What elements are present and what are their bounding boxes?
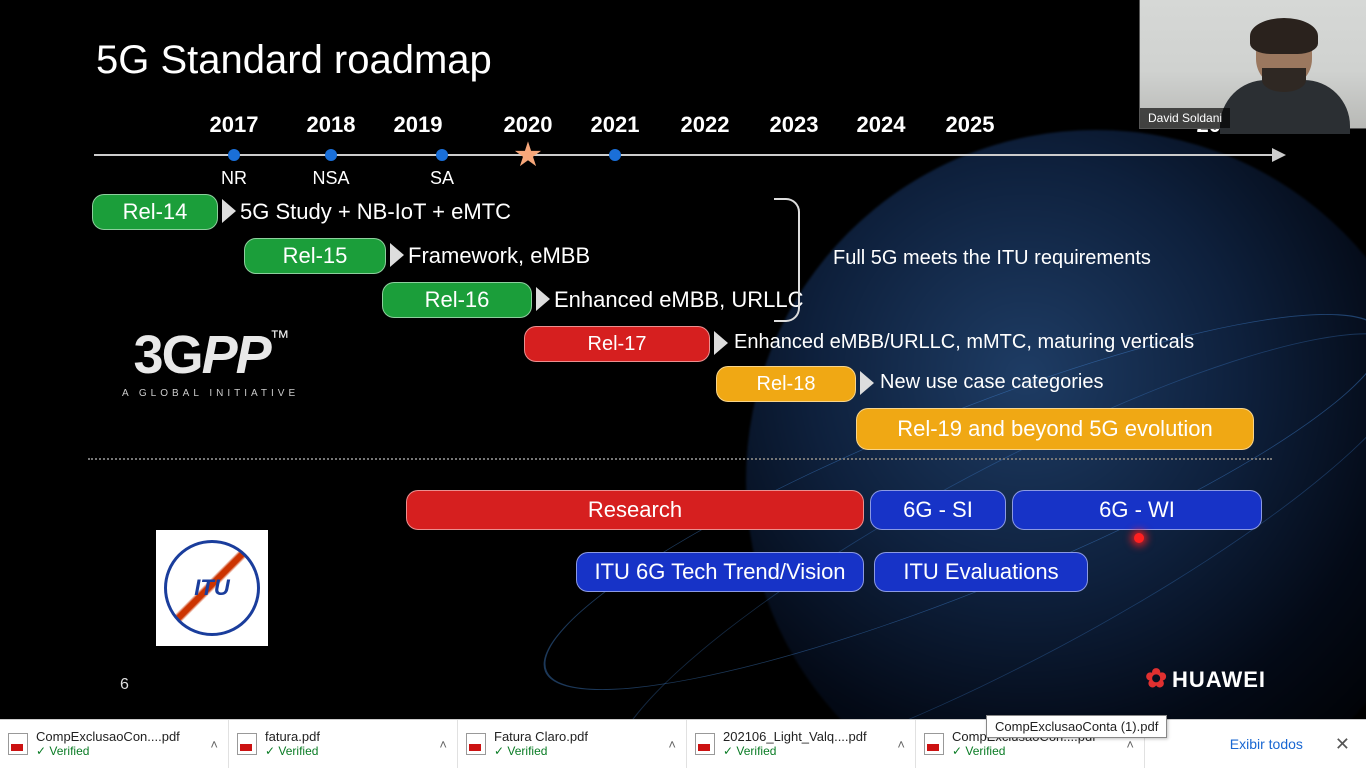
timeline-tick-dot — [609, 149, 621, 161]
chevron-up-icon[interactable]: ˄ — [1126, 737, 1134, 752]
roadmap-block: ITU 6G Tech Trend/Vision — [576, 552, 864, 592]
release-pill: Rel-14 — [92, 194, 218, 230]
page-number: 6 — [120, 676, 129, 694]
chevron-up-icon[interactable]: ˄ — [439, 737, 447, 752]
release-description: Framework, eMBB — [408, 243, 590, 269]
year-label: 2017 — [210, 112, 259, 138]
section-divider — [88, 458, 1272, 460]
webcam-person — [1212, 20, 1352, 128]
release-description: Enhanced eMBB/URLLC, mMTC, maturing vert… — [734, 331, 1194, 354]
release-pill: Rel-18 — [716, 366, 856, 402]
logo-3gpp: 3GPP™ A GLOBAL INITIATIVE — [122, 328, 299, 399]
roadmap-block: Research — [406, 490, 864, 530]
timeline-tick-label: SA — [430, 168, 454, 189]
download-item[interactable]: CompExclusaoCon....pdfVerified ˄ — [0, 720, 229, 768]
release-pill: Rel-16 — [382, 282, 532, 318]
show-all-downloads-button[interactable]: Exibir todos — [1214, 736, 1319, 752]
timeline-star-marker: ★ — [513, 138, 543, 172]
release-description: 5G Study + NB-IoT + eMTC — [240, 199, 511, 225]
pdf-icon — [695, 733, 715, 755]
bracket-label: Full 5G meets the ITU requirements — [833, 247, 1151, 270]
arrow-right-icon — [222, 199, 236, 223]
chevron-up-icon[interactable]: ˄ — [668, 737, 676, 752]
roadmap-block: 6G - SI — [870, 490, 1006, 530]
download-tooltip: CompExclusaoConta (1).pdf — [986, 715, 1167, 738]
year-label: 2018 — [307, 112, 356, 138]
timeline-tick-label: NR — [221, 168, 247, 189]
release-pill: Rel-17 — [524, 326, 710, 362]
timeline-tick-dot — [436, 149, 448, 161]
arrow-right-icon — [714, 331, 728, 355]
download-filename: CompExclusaoCon....pdf — [36, 730, 180, 745]
pdf-icon — [924, 733, 944, 755]
arrow-right-icon — [390, 243, 404, 267]
close-download-shelf-button[interactable]: ✕ — [1319, 734, 1366, 755]
timeline-tick-label: NSA — [312, 168, 349, 189]
download-status: Verified — [36, 745, 180, 759]
year-label: 2024 — [857, 112, 906, 138]
release-description: Enhanced eMBB, URLLC — [554, 287, 803, 313]
arrow-right-icon — [536, 287, 550, 311]
year-label: 2023 — [770, 112, 819, 138]
year-label: 2025 — [946, 112, 995, 138]
download-status: Verified — [494, 745, 588, 759]
arrow-right-icon — [860, 371, 874, 395]
webcam-overlay[interactable]: David Soldani — [1139, 0, 1366, 129]
pdf-icon — [8, 733, 28, 755]
bracket-shape — [774, 198, 800, 322]
download-status: Verified — [265, 745, 320, 759]
download-filename: 202106_Light_Valq....pdf — [723, 730, 867, 745]
download-status: Verified — [723, 745, 867, 759]
logo-itu: ITU — [156, 530, 268, 646]
timeline-axis — [94, 154, 1274, 156]
roadmap-block: 6G - WI — [1012, 490, 1262, 530]
timeline-tick-dot — [325, 149, 337, 161]
timeline-tick-dot — [228, 149, 240, 161]
webcam-name-label: David Soldani — [1140, 108, 1230, 128]
year-label: 2021 — [591, 112, 640, 138]
download-item[interactable]: 202106_Light_Valq....pdfVerified ˄ — [687, 720, 916, 768]
chevron-up-icon[interactable]: ˄ — [897, 737, 905, 752]
download-filename: fatura.pdf — [265, 730, 320, 745]
pdf-icon — [237, 733, 257, 755]
year-label: 2022 — [681, 112, 730, 138]
release-pill: Rel-19 and beyond 5G evolution — [856, 408, 1254, 450]
download-item[interactable]: Fatura Claro.pdfVerified ˄ — [458, 720, 687, 768]
download-filename: Fatura Claro.pdf — [494, 730, 588, 745]
logo-huawei: ✿HUAWEI — [1145, 663, 1266, 694]
download-status: Verified — [952, 745, 1096, 759]
laser-pointer — [1134, 533, 1144, 543]
download-item[interactable]: fatura.pdfVerified ˄ — [229, 720, 458, 768]
year-label: 2020 — [504, 112, 553, 138]
slide-title: 5G Standard roadmap — [96, 38, 492, 83]
year-label: 2019 — [394, 112, 443, 138]
pdf-icon — [466, 733, 486, 755]
chevron-up-icon[interactable]: ˄ — [210, 737, 218, 752]
presentation-slide: 5G Standard roadmap 2017 2018 2019 2020 2021… — [0, 0, 1366, 720]
release-pill: Rel-15 — [244, 238, 386, 274]
release-description: New use case categories — [880, 371, 1103, 394]
roadmap-block: ITU Evaluations — [874, 552, 1088, 592]
